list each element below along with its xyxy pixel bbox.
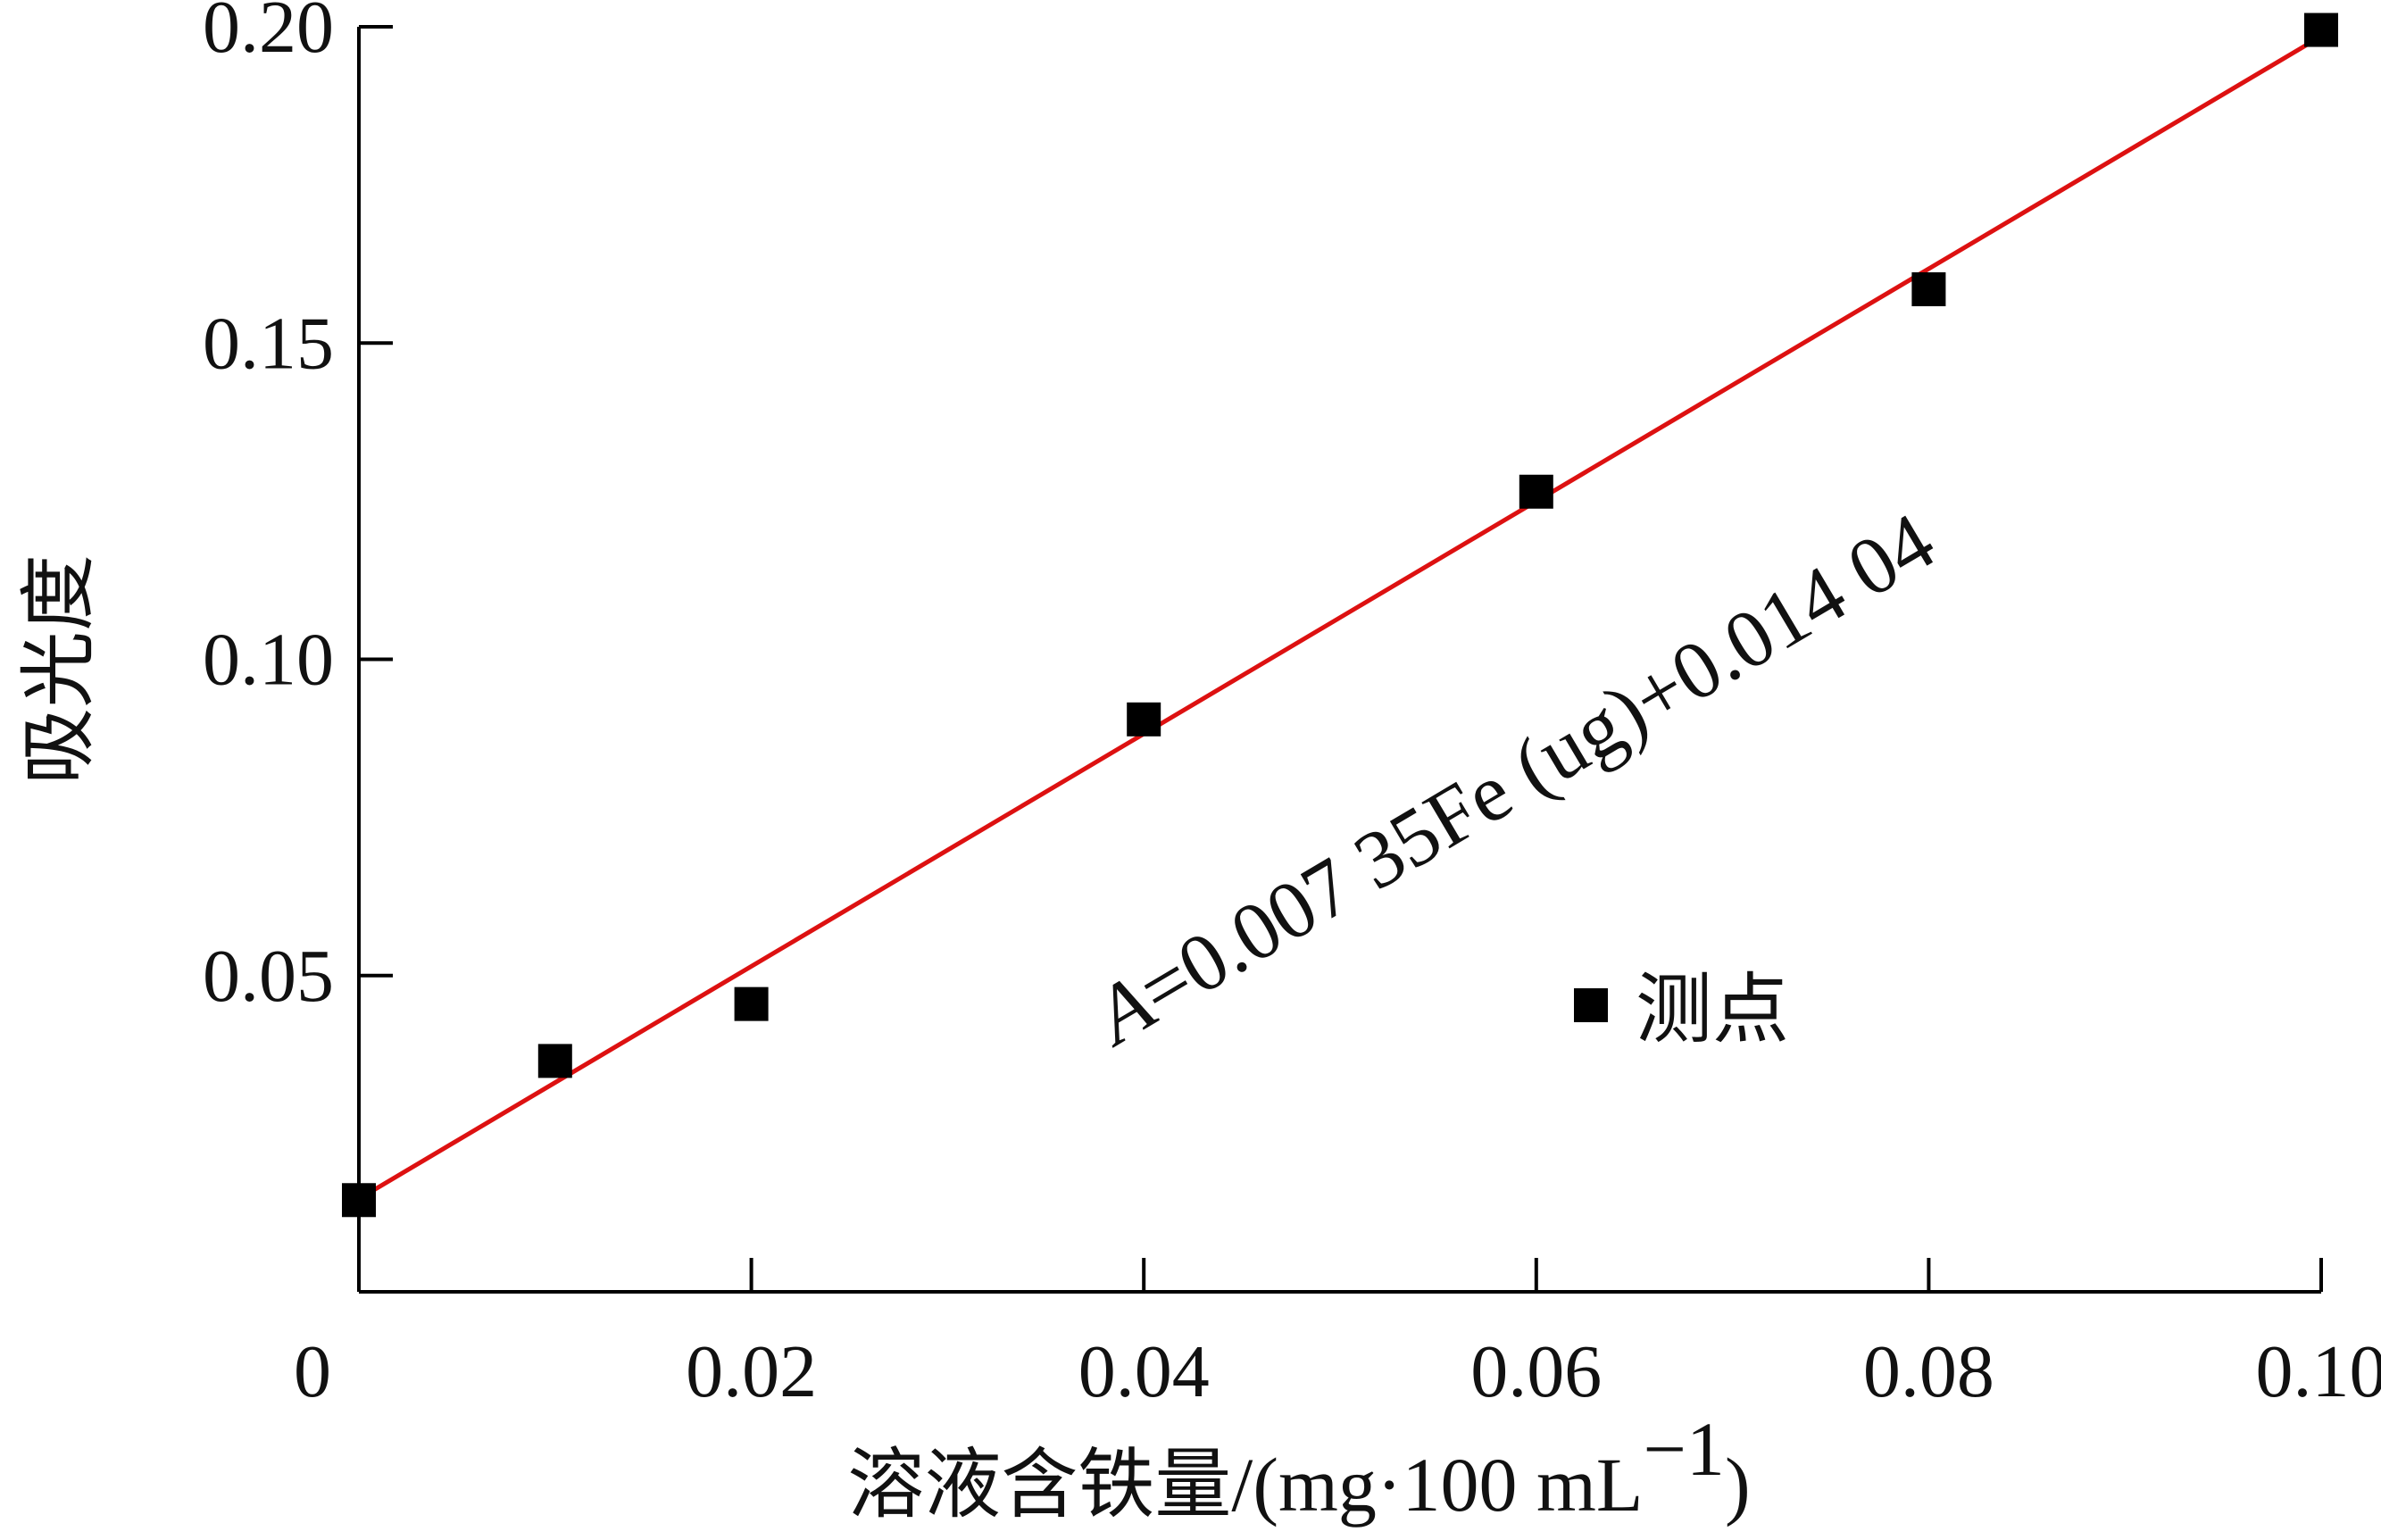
- y-tick-label: 0.15: [203, 302, 334, 385]
- x-axis-title-main: 溶液含铁量: [847, 1440, 1231, 1529]
- x-tick-label: 0.04: [1078, 1330, 1210, 1413]
- y-tick-label: 0.05: [203, 935, 334, 1018]
- axes: [357, 27, 2321, 1294]
- equation-body: =0.007 35Fe (ug)+0.014 04: [1122, 495, 1949, 1036]
- data-point: [1519, 474, 1553, 509]
- x-tick-label: 0.06: [1470, 1330, 1602, 1413]
- ticks: 0 0.02 0.04 0.06 0.08 0.10 0.05 0.10 0.15 0.20: [203, 0, 2381, 1413]
- data-point: [2304, 12, 2338, 47]
- data-points: [342, 12, 2338, 1218]
- regression-equation: A=0.007 35Fe (ug)+0.014 04: [1075, 495, 1950, 1063]
- data-point: [1127, 702, 1161, 737]
- fit-line-group: [357, 34, 2323, 1202]
- x-axis-title: 溶液含铁量/(mg·100 mL−1): [847, 1406, 1750, 1529]
- x-tick-label: 0.10: [2256, 1330, 2381, 1413]
- x-tick-label: 0.02: [686, 1330, 817, 1413]
- x-tick-label: 0: [294, 1330, 331, 1413]
- x-axis-title-unit: /(mg·100 mL: [1231, 1442, 1643, 1528]
- legend-marker: [1574, 988, 1608, 1022]
- legend-label: 测点: [1636, 965, 1789, 1054]
- x-axis-title-close: ): [1725, 1442, 1751, 1528]
- x-axis-title-superscript: −1: [1643, 1406, 1725, 1492]
- y-axis-title: 吸光度: [14, 554, 104, 785]
- legend: 测点: [1574, 965, 1789, 1054]
- fit-line: [357, 34, 2323, 1202]
- y-tick-label: 0.20: [203, 0, 334, 69]
- data-point: [1911, 272, 1946, 307]
- x-tick-label: 0.08: [1863, 1330, 1994, 1413]
- y-tick-label: 0.10: [203, 619, 334, 702]
- data-point: [734, 986, 769, 1021]
- data-point: [342, 1183, 376, 1218]
- data-point: [537, 1044, 572, 1078]
